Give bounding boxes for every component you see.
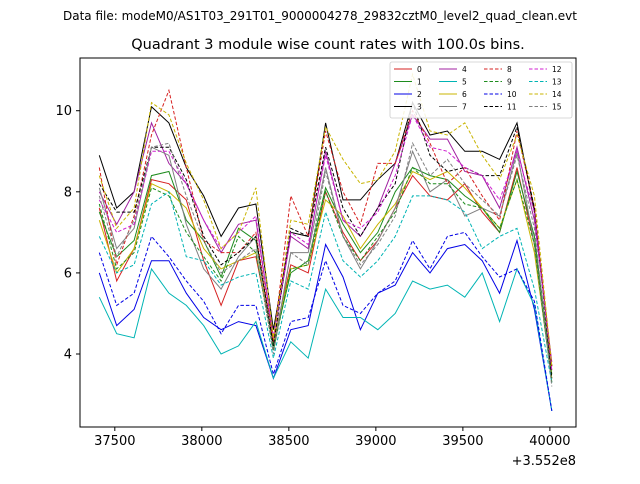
x-tick-label: 39000	[355, 434, 396, 449]
legend-label-2: 2	[417, 90, 422, 99]
legend-label-8: 8	[507, 65, 512, 74]
legend-label-0: 0	[417, 65, 422, 74]
y-tick-label: 4	[64, 348, 72, 363]
x-tick-label: 39500	[442, 434, 483, 449]
data-file-header: Data file: modeM0/AS1T03_291T01_90000042…	[63, 9, 577, 23]
y-tick-label: 6	[64, 266, 72, 281]
legend-label-10: 10	[507, 90, 517, 99]
x-tick-label: 38000	[181, 434, 222, 449]
legend-label-3: 3	[417, 103, 422, 112]
legend-label-9: 9	[507, 78, 512, 87]
legend-label-13: 13	[552, 78, 562, 87]
chart-svg: Data file: modeM0/AS1T03_291T01_90000042…	[0, 0, 640, 480]
legend-label-4: 4	[462, 65, 467, 74]
legend-label-12: 12	[552, 65, 562, 74]
legend-label-5: 5	[462, 78, 467, 87]
legend-label-15: 15	[552, 103, 562, 112]
y-tick-label: 10	[55, 104, 72, 119]
x-tick-label: 38500	[268, 434, 309, 449]
x-offset-label: +3.552e8	[512, 454, 576, 469]
x-tick-label: 40000	[529, 434, 570, 449]
figure: Data file: modeM0/AS1T03_291T01_90000042…	[0, 0, 640, 480]
chart-title: Quadrant 3 module wise count rates with …	[131, 37, 525, 53]
legend-label-7: 7	[462, 103, 467, 112]
legend-label-14: 14	[552, 90, 562, 99]
legend-label-1: 1	[417, 78, 422, 87]
legend-label-11: 11	[507, 103, 517, 112]
x-tick-label: 37500	[94, 434, 135, 449]
legend-label-6: 6	[462, 90, 467, 99]
y-tick-label: 8	[64, 185, 72, 200]
